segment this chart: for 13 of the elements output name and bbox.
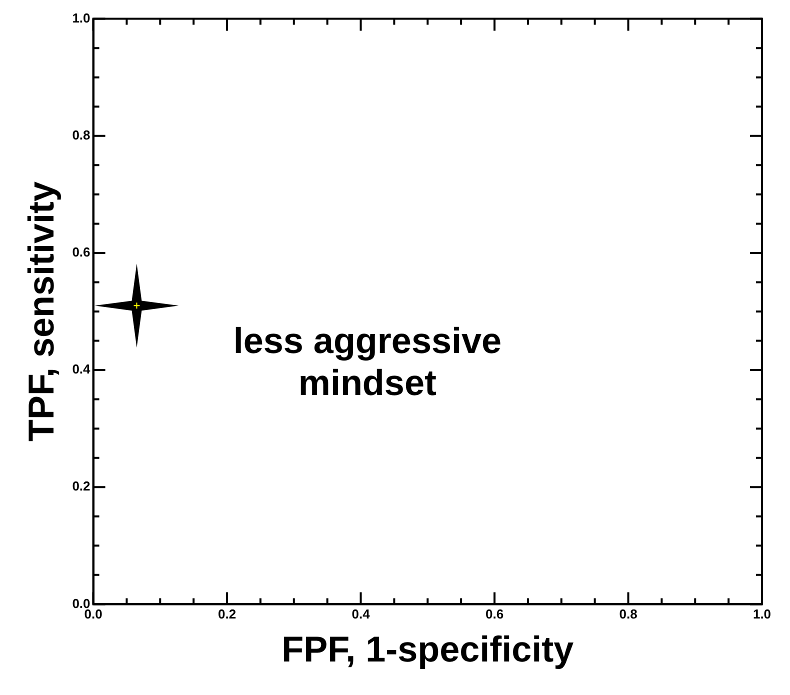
x-axis-title: FPF, 1-specificity xyxy=(282,628,574,670)
x-tick-label: 0.4 xyxy=(352,606,371,622)
x-tick-label: 1.0 xyxy=(752,606,772,622)
y-tick-label: 0.2 xyxy=(72,478,90,494)
y-tick-label: 1.0 xyxy=(72,10,90,26)
x-tick-label: 0.8 xyxy=(619,606,638,622)
x-tick-label: 0.6 xyxy=(485,606,504,622)
y-tick-label: 0.4 xyxy=(72,362,92,377)
y-tick-label: 0.6 xyxy=(72,244,90,260)
y-tick-label: 0.8 xyxy=(72,127,90,142)
annotation: less aggressive mindset xyxy=(233,320,502,404)
y-axis-title: TPF, sensitivity xyxy=(20,181,62,442)
x-tick-label: 0.2 xyxy=(218,606,236,622)
